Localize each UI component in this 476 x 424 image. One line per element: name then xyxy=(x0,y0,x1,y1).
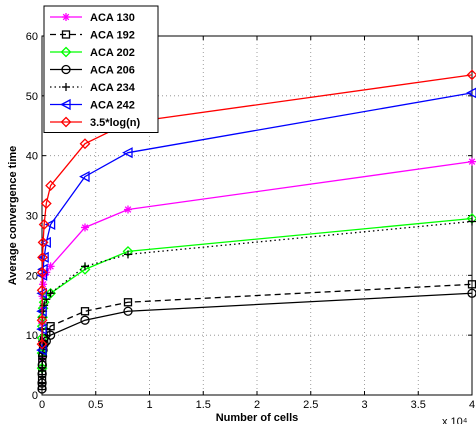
marker-stroke xyxy=(62,13,70,21)
data-point xyxy=(46,262,55,271)
legend-marker xyxy=(61,30,71,39)
y-tick-label: 40 xyxy=(26,151,38,163)
data-point xyxy=(123,306,133,316)
legend-entry-3-5-log-n: 3.5*log(n) xyxy=(50,116,140,129)
data-point xyxy=(79,171,90,183)
legend-marker xyxy=(62,83,70,91)
x-tick-label: 3.5 xyxy=(411,399,426,411)
data-point xyxy=(37,237,49,248)
x-tick-label: 4 xyxy=(469,399,475,411)
marker-stroke xyxy=(468,158,476,165)
data-point xyxy=(79,263,91,275)
legend-entry-aca-130: ACA 130 xyxy=(50,12,135,24)
data-point xyxy=(44,218,56,231)
legend-label: ACA 202 xyxy=(90,47,135,59)
data-point xyxy=(124,250,132,259)
legend-marker xyxy=(61,64,71,75)
data-point xyxy=(45,180,57,192)
x-axis-label: Number of cells xyxy=(216,412,299,424)
data-point xyxy=(79,138,91,150)
x-tick-label: 1 xyxy=(146,399,152,411)
y-axis-label: Average convergence time xyxy=(7,146,19,286)
data-point xyxy=(45,330,56,340)
legend-label: ACA 234 xyxy=(90,82,136,94)
x-tick-label: 1.5 xyxy=(196,399,211,411)
data-point xyxy=(36,338,48,350)
data-point xyxy=(81,223,89,232)
legend-entry-aca-192: ACA 192 xyxy=(50,30,135,42)
data-point xyxy=(37,251,48,263)
y-tick-label: 20 xyxy=(26,270,38,282)
legend-marker xyxy=(62,13,70,21)
legend-label: ACA 130 xyxy=(90,12,135,24)
marker-stroke xyxy=(47,263,54,270)
legend-entry-aca-206: ACA 206 xyxy=(50,65,135,77)
data-point xyxy=(40,198,52,209)
x-tick-label: 0 xyxy=(39,399,45,411)
data-point xyxy=(467,288,476,298)
series-layer xyxy=(36,69,476,394)
data-point xyxy=(38,219,50,230)
marker-stroke xyxy=(124,206,132,213)
y-tick-label: 10 xyxy=(26,330,38,342)
data-point xyxy=(38,367,47,376)
x-tick-label: 3 xyxy=(361,399,367,411)
x-tick-label: 2 xyxy=(254,399,260,411)
data-point xyxy=(468,217,476,226)
data-point xyxy=(466,87,476,99)
data-point xyxy=(124,205,132,214)
data-point xyxy=(37,384,47,394)
data-point xyxy=(38,352,47,361)
legend-label: ACA 242 xyxy=(90,100,135,112)
legend-marker xyxy=(60,46,72,58)
legend-entry-aca-242: ACA 242 xyxy=(50,98,135,112)
x-axis-multiplier: x 10⁴ xyxy=(442,416,468,424)
data-point xyxy=(46,289,55,298)
legend-marker xyxy=(60,98,71,111)
data-point xyxy=(80,315,90,325)
x-tick-label: 0.5 xyxy=(88,399,103,411)
legend-entry-aca-234: ACA 234 xyxy=(50,82,136,94)
data-point xyxy=(36,266,48,278)
data-point xyxy=(38,345,48,355)
data-point xyxy=(468,157,476,166)
legend-label: ACA 206 xyxy=(90,65,135,77)
data-point xyxy=(80,307,90,316)
data-point xyxy=(466,69,476,81)
data-point xyxy=(36,284,48,296)
data-point xyxy=(81,262,89,271)
legend-entry-aca-202: ACA 202 xyxy=(50,46,135,59)
legend: ACA 130 ACA 192 ACA 202 ACA 206 ACA 234 ACA 2… xyxy=(43,5,159,133)
data-point xyxy=(122,147,133,159)
data-point xyxy=(123,298,133,307)
x-tick-label: 2.5 xyxy=(303,399,318,411)
legend-marker xyxy=(60,116,72,128)
y-tick-label: 0 xyxy=(32,390,38,402)
data-point xyxy=(45,287,57,299)
y-tick-label: 60 xyxy=(26,31,38,43)
y-tick-label: 50 xyxy=(26,91,38,103)
data-point xyxy=(37,378,47,388)
legend-label: 3.5*log(n) xyxy=(90,117,140,129)
marker-stroke xyxy=(81,224,89,231)
y-tick-label: 30 xyxy=(26,211,38,223)
legend-label: ACA 192 xyxy=(90,30,135,42)
data-point xyxy=(36,314,48,326)
